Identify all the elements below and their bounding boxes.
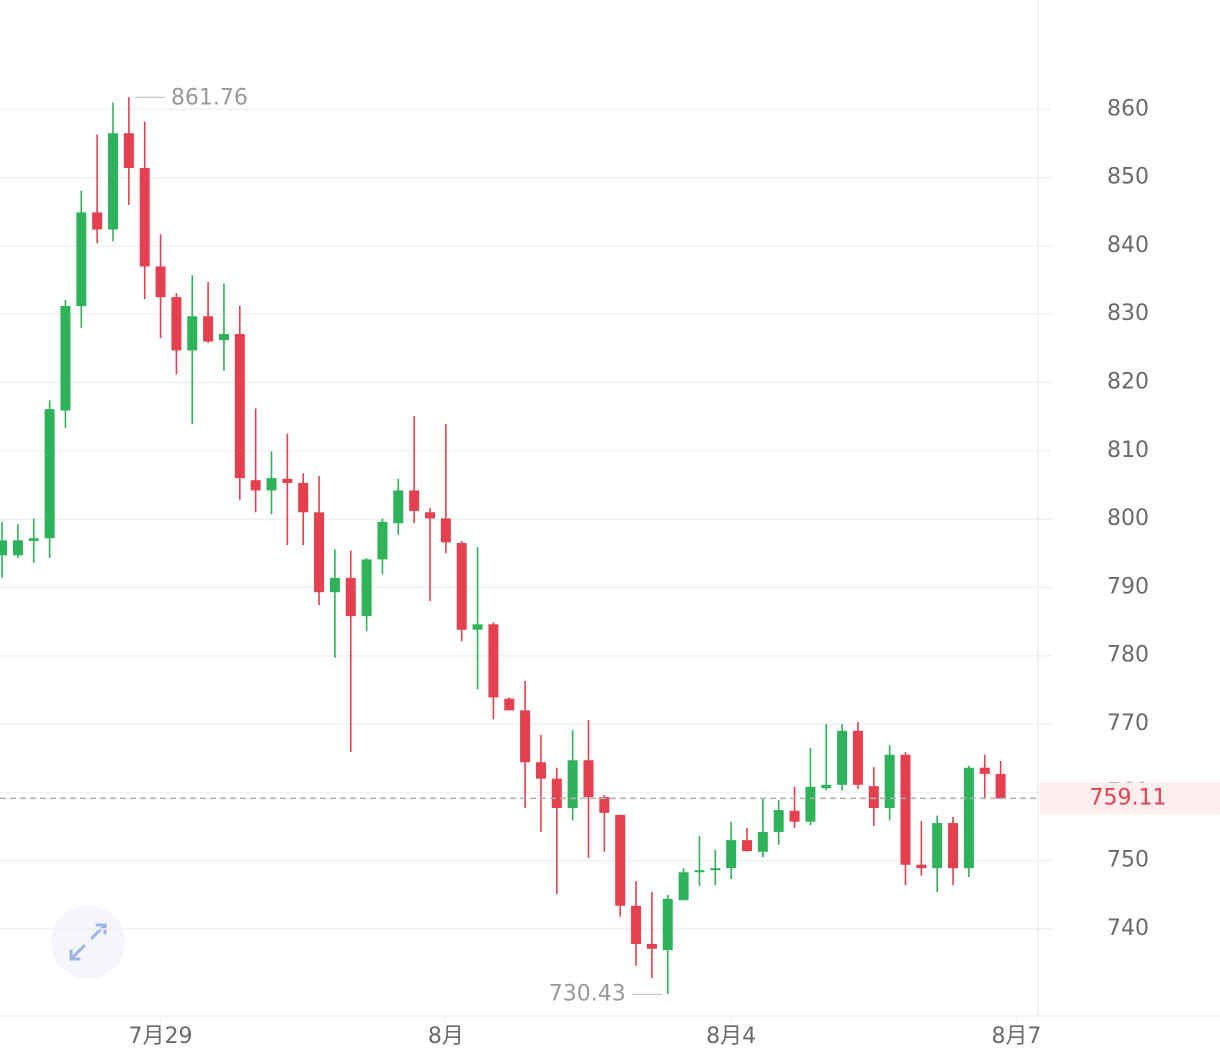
- candle-body: [504, 698, 515, 711]
- candle-body: [821, 784, 832, 789]
- candle-body: [329, 577, 340, 593]
- candle-body: [123, 133, 134, 169]
- candle-body: [662, 898, 673, 951]
- candle-body: [377, 521, 388, 560]
- candle-body: [187, 316, 198, 351]
- x-tick-label: 8月7: [991, 1024, 1041, 1049]
- expand-icon[interactable]: [69, 923, 107, 961]
- candle-body: [948, 823, 959, 869]
- candle-body: [852, 730, 863, 785]
- candle-body: [218, 334, 229, 341]
- candle-body: [234, 334, 245, 479]
- candle-body: [805, 786, 816, 822]
- y-tick-label: 830: [1107, 301, 1149, 326]
- high-label: 861.76: [171, 85, 248, 110]
- candle-body: [599, 797, 610, 813]
- y-tick-label: 840: [1107, 233, 1149, 258]
- candle-body: [314, 512, 325, 593]
- candle-body: [203, 316, 214, 342]
- candle-body: [567, 760, 578, 809]
- x-tick-label: 7月29: [129, 1024, 193, 1049]
- candle-body: [60, 306, 71, 411]
- candle-body: [583, 760, 594, 798]
- candle-body: [551, 778, 562, 809]
- candle-body: [884, 754, 895, 809]
- candle-body: [710, 868, 721, 871]
- candle-body: [361, 559, 372, 617]
- y-tick-label: 810: [1107, 438, 1149, 463]
- candle-body: [741, 840, 752, 852]
- candle-body: [773, 810, 784, 832]
- y-tick-label: 740: [1107, 916, 1149, 941]
- candle-body: [488, 624, 499, 698]
- x-tick-label: 8月: [428, 1024, 464, 1049]
- last-price-bg: [1040, 782, 1220, 815]
- candle-body: [108, 133, 119, 230]
- candle-body: [76, 212, 87, 307]
- candle-body: [298, 482, 309, 513]
- y-tick-label: 750: [1107, 848, 1149, 873]
- y-tick-label: 850: [1107, 165, 1149, 190]
- candle-body: [440, 518, 451, 543]
- labels: 7407507607707807908008108208308408508607…: [0, 85, 1220, 1049]
- candle-body: [916, 864, 927, 869]
- y-tick-label: 820: [1107, 370, 1149, 395]
- candle-body: [266, 478, 277, 491]
- candle-body: [615, 814, 626, 906]
- candle-body: [837, 730, 848, 785]
- candle-body: [757, 831, 768, 852]
- low-label: 730.43: [549, 981, 626, 1006]
- candle-body: [345, 577, 356, 617]
- candle-body: [28, 538, 39, 541]
- candle-body: [995, 773, 1006, 799]
- candle-body: [932, 823, 943, 869]
- candle-body: [155, 266, 166, 298]
- last-price-label: 759.11: [1090, 785, 1167, 810]
- candle-body: [250, 480, 261, 491]
- y-tick-label: 780: [1107, 643, 1149, 668]
- candle-body: [425, 512, 436, 519]
- candle-body: [535, 762, 546, 779]
- candle-body: [868, 786, 879, 809]
- expand-button[interactable]: [51, 905, 125, 979]
- candle-body: [631, 905, 642, 944]
- y-tick-label: 860: [1107, 96, 1149, 121]
- candle-body: [520, 710, 531, 763]
- y-tick-label: 790: [1107, 574, 1149, 599]
- candle-body: [393, 490, 404, 524]
- candle-body: [472, 624, 483, 630]
- candle-body: [694, 870, 705, 873]
- candle-body: [12, 540, 23, 556]
- candle-body: [678, 872, 689, 901]
- candle-body: [646, 943, 657, 949]
- x-tick-label: 8月4: [706, 1024, 756, 1049]
- candles: [0, 97, 1006, 995]
- candle-body: [726, 840, 737, 869]
- y-tick-label: 770: [1107, 711, 1149, 736]
- expand-button-bg[interactable]: [51, 905, 125, 979]
- candle-body: [963, 767, 974, 869]
- candle-body: [171, 297, 182, 351]
- candle-body: [282, 478, 293, 483]
- candle-body: [409, 490, 420, 511]
- candle-body: [900, 754, 911, 865]
- candle-body: [0, 540, 8, 556]
- candle-body: [139, 168, 150, 267]
- candle-body: [789, 810, 800, 822]
- candle-body: [44, 409, 55, 539]
- candle-body: [456, 543, 467, 630]
- y-tick-label: 800: [1107, 506, 1149, 531]
- candle-body: [92, 212, 103, 230]
- candle-body: [979, 767, 990, 774]
